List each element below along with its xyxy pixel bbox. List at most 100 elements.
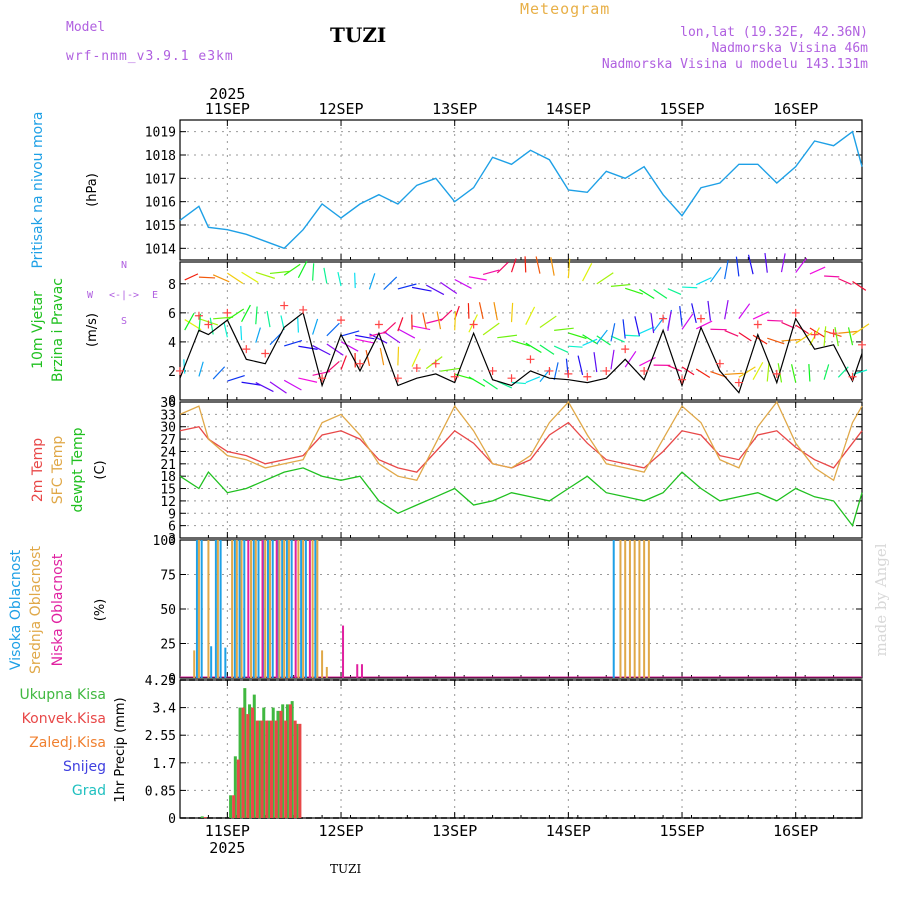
wind-arrow <box>440 281 458 295</box>
cloud-axis-label-2: Srednja Oblacnost <box>28 546 44 674</box>
precip-bar <box>281 704 285 818</box>
wind-arrow <box>539 344 555 355</box>
cloud-bar <box>633 540 636 678</box>
pressure-ytick-label: 1016 <box>145 196 176 211</box>
cloud-bar <box>268 540 271 678</box>
gust-marker <box>194 311 203 320</box>
gust-marker <box>299 305 308 314</box>
wind-arrow <box>847 327 854 346</box>
wind-arrow <box>525 306 536 325</box>
bottom-date-label: 12SEP <box>318 822 363 840</box>
precip-axis-label: 1hr Precip (mm) <box>113 697 128 802</box>
wind-arrow <box>752 311 769 320</box>
wind-arrow <box>568 332 587 340</box>
wind-arrow <box>241 271 259 283</box>
cloud-ytick-label: 75 <box>160 569 176 584</box>
cloud-bar <box>290 540 293 678</box>
wind-arrow <box>493 301 498 321</box>
wind-arrow <box>510 258 517 273</box>
wind-arrow <box>553 345 569 353</box>
wind-arrow <box>422 312 427 329</box>
wind-arrow <box>355 338 374 344</box>
precip-ytick-label: 1.7 <box>153 757 176 772</box>
wind-arrow <box>436 311 442 330</box>
precip-ytick-label: 0 <box>168 812 176 827</box>
wind-arrow <box>766 361 770 382</box>
wind-arrow <box>653 316 665 332</box>
temp-ytick-label: 24 <box>160 445 176 460</box>
wind-arrow <box>852 280 867 291</box>
wind-arrow <box>610 349 615 370</box>
cloud-bar <box>197 540 200 678</box>
wind-arrow <box>695 320 713 330</box>
cloud-bar <box>308 540 311 678</box>
precip-bar <box>232 795 236 818</box>
pressure-ytick-label: 1018 <box>145 149 176 164</box>
precip-ytick-label: 4.25 <box>145 674 176 689</box>
wind-arrow <box>425 284 445 296</box>
wind-arrow <box>383 331 401 344</box>
pressure-frame <box>179 119 863 261</box>
top-year-label: 2025 <box>209 85 245 103</box>
cloud-bar <box>321 650 324 678</box>
gust-marker <box>337 316 346 325</box>
wind-arrow <box>326 360 340 373</box>
cloud-bar <box>207 540 210 678</box>
precip-legend-item: Ukupna Kisa <box>19 687 106 703</box>
wind-arrow <box>368 273 376 290</box>
bottom-date-label: 16SEP <box>773 822 818 840</box>
cloud-bar <box>247 540 250 678</box>
temp-axis-label-3: dewpt Temp <box>70 427 86 512</box>
wind-arrow <box>582 334 599 345</box>
gust-marker <box>393 374 402 383</box>
wind-arrow <box>411 286 432 292</box>
wind-arrow <box>707 300 712 321</box>
wind-arrow <box>478 302 484 320</box>
wind-arrow <box>695 368 711 379</box>
cloud-bar <box>193 650 196 678</box>
precip-ytick-label: 2.55 <box>145 729 176 744</box>
cloud-bar <box>643 540 646 678</box>
cloud-ytick-label: 50 <box>160 603 176 618</box>
cloud-bar <box>356 664 359 678</box>
wind-arrow <box>440 309 453 322</box>
wind-arrow <box>426 318 444 324</box>
wind-arrow <box>724 260 729 280</box>
product-title: Meteogram <box>520 0 611 18</box>
precip-bar <box>295 723 299 818</box>
gust-marker <box>753 320 762 329</box>
precip-legend-item: Zaledj.Kisa <box>29 735 106 751</box>
wind-arrow <box>593 352 598 373</box>
pressure-unit-label: (hPa) <box>85 173 100 207</box>
pressure-ytick-label: 1019 <box>145 126 176 141</box>
wind-arrow <box>297 260 308 279</box>
gust-marker <box>507 374 516 383</box>
precip-bar <box>243 688 247 818</box>
gust-marker <box>791 308 800 317</box>
compass-n: N <box>121 260 127 271</box>
wind-arrow <box>568 345 583 348</box>
wind-arrow <box>440 367 461 372</box>
compass-arrows: <-|-> <box>109 290 139 301</box>
gust-marker <box>858 340 866 349</box>
cloud-bar <box>252 540 255 678</box>
wind-arrow <box>511 381 526 385</box>
wind-arrow <box>266 310 271 328</box>
temp-axis-label-2: SFC Temp <box>50 436 66 505</box>
cloud-bar <box>294 540 297 678</box>
wind-arrow <box>738 366 756 378</box>
cloud-bar <box>300 540 303 678</box>
wind-arrow <box>340 330 360 337</box>
compass-e: E <box>152 290 158 301</box>
top-date-label: 12SEP <box>318 100 363 118</box>
cloud-bar <box>254 540 257 678</box>
wind-arrow <box>213 316 234 320</box>
wind-arrow <box>823 326 827 347</box>
wind-arrow <box>397 317 404 332</box>
wind-arrow <box>337 271 342 287</box>
pressure-grid: 1014 1015 1016 1017 1018 1019 <box>145 119 863 261</box>
bottom-year-label: 2025 <box>209 839 245 857</box>
wind-arrow <box>634 316 640 336</box>
gust-marker <box>696 314 705 323</box>
